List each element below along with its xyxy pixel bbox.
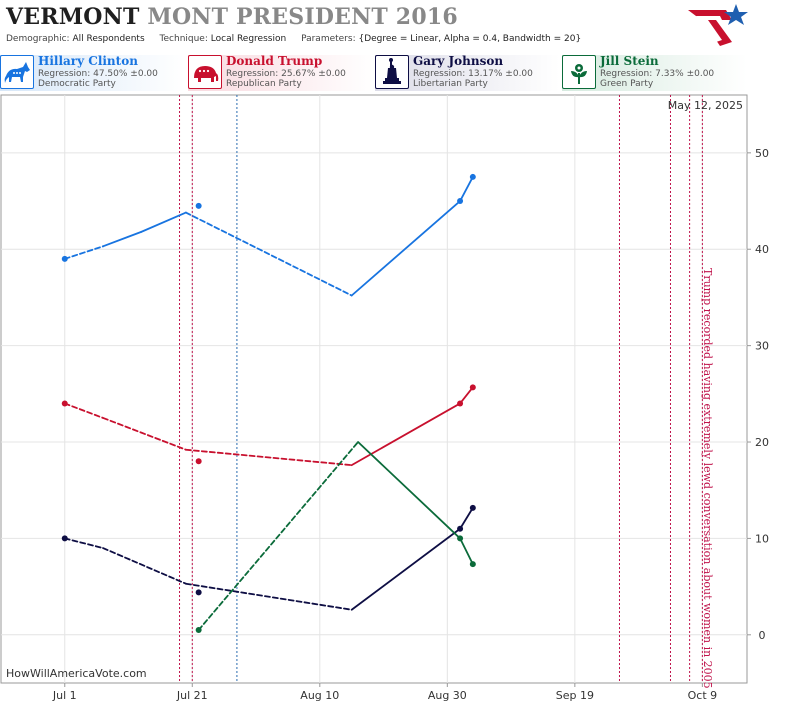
statue-of-liberty-icon [375, 55, 409, 89]
series-line-segment [350, 402, 461, 467]
data-point [61, 535, 68, 542]
data-point [61, 400, 68, 407]
y-tick-label: 40 [755, 243, 769, 256]
series-line-segment [459, 176, 474, 202]
candidate-card: Hillary Clinton Regression: 47.50% ±0.00 D… [0, 54, 185, 91]
series-line-segment [185, 211, 353, 297]
series-line-segment [63, 402, 104, 419]
candidate-regression: Regression: 7.33% ±0.00 [600, 69, 715, 79]
data-point [457, 535, 464, 542]
candidate-regression: Regression: 25.67% ±0.00 [226, 69, 346, 79]
data-point [195, 458, 202, 465]
series-line-segment [63, 245, 104, 260]
data-point [469, 504, 476, 511]
x-tick-label: Oct 9 [688, 689, 718, 702]
report-date: May 12, 2025 [668, 99, 743, 112]
series-line-segment [102, 417, 187, 451]
donkey-icon [0, 55, 34, 89]
flower-icon [562, 55, 596, 89]
data-point [469, 173, 476, 180]
demographic-value: All Respondents [72, 34, 145, 44]
y-tick-label: 50 [755, 147, 769, 160]
series-line-segment [185, 582, 353, 611]
elephant-icon [188, 55, 222, 89]
series-line-segment [459, 506, 474, 530]
data-point [61, 255, 68, 262]
title-state: VERMONT [6, 4, 140, 30]
series-line-segment [197, 441, 359, 631]
y-tick-label: 30 [755, 340, 769, 353]
x-tick-label: Jul 21 [176, 689, 208, 702]
data-point [195, 626, 202, 633]
candidate-name: Hillary Clinton [38, 54, 138, 68]
series-line-segment [63, 537, 104, 549]
series-line-segment [350, 200, 461, 297]
x-tick-label: Jul 1 [52, 689, 77, 702]
watermark: HowWillAmericaVote.com [6, 667, 147, 680]
data-point [457, 198, 464, 205]
x-tick-label: Aug 30 [428, 689, 467, 702]
y-tick-label: 10 [755, 532, 769, 545]
candidate-party: Republican Party [226, 79, 302, 89]
candidate-regression: Regression: 13.17% ±0.00 [413, 69, 533, 79]
data-point [195, 202, 202, 209]
candidate-name: Jill Stein [600, 54, 659, 68]
series-line-segment [185, 448, 353, 467]
series-line-segment [140, 211, 187, 233]
x-tick-label: Aug 10 [300, 689, 339, 702]
chart-title: VERMONT MONT PRESIDENT 2016 [6, 4, 458, 30]
series-line-segment [102, 547, 187, 585]
event-annotation: Trump recorded having extremely lewd con… [701, 268, 714, 689]
title-rest: MONT PRESIDENT 2016 [147, 4, 458, 30]
parameters-line: Demographic: All Respondents Technique: … [6, 34, 581, 44]
parameters-label: Parameters: [301, 34, 356, 44]
y-tick-label: 0 [759, 629, 766, 642]
data-point [457, 525, 464, 532]
candidate-regression: Regression: 47.50% ±0.00 [38, 69, 158, 79]
data-point [469, 561, 476, 568]
candidate-name: Donald Trump [226, 54, 323, 68]
series-line-segment [459, 537, 474, 566]
series-line-segment [350, 527, 461, 611]
candidate-party: Green Party [600, 79, 654, 89]
technique-label: Technique: [159, 34, 208, 44]
candidate-card: Donald Trump Regression: 25.67% ±0.00 Repu… [188, 54, 373, 91]
plot-frame [0, 94, 748, 684]
candidate-card: Gary Johnson Regression: 13.17% ±0.00 Libe… [375, 54, 560, 91]
candidate-name: Gary Johnson [413, 54, 504, 68]
demographic-label: Demographic: [6, 34, 70, 44]
y-tick-label: 20 [755, 436, 769, 449]
technique-value: Local Regression [210, 34, 287, 44]
candidate-card: Jill Stein Regression: 7.33% ±0.00 Green P… [562, 54, 747, 91]
candidate-party: Libertarian Party [413, 79, 488, 89]
x-tick-label: Sep 19 [556, 689, 594, 702]
data-point [457, 400, 464, 407]
candidate-party: Democratic Party [38, 79, 116, 89]
site-logo-icon [688, 4, 748, 46]
series-line-segment [459, 386, 474, 405]
data-point [469, 384, 476, 391]
series-line-segment [102, 230, 143, 248]
series-line-segment [357, 441, 461, 540]
data-point [195, 589, 202, 596]
parameters-value: {Degree = Linear, Alpha = 0.4, Bandwidth… [358, 34, 582, 44]
